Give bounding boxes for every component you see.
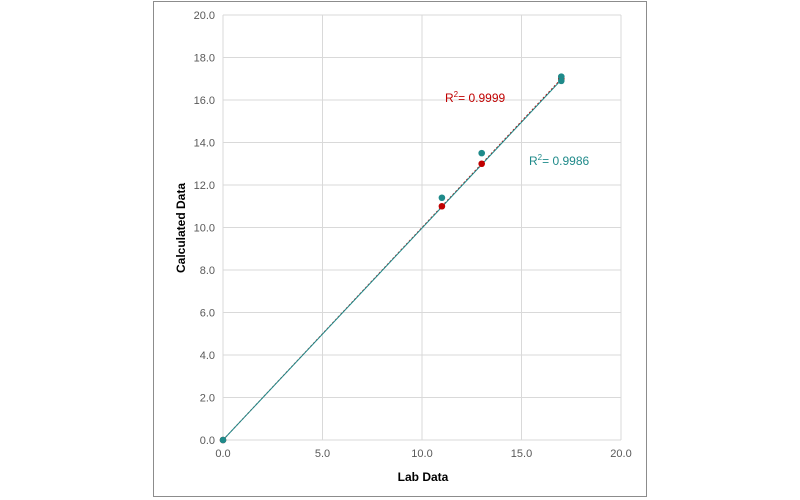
- x-tick-label: 15.0: [511, 448, 532, 460]
- x-tick-label: 0.0: [215, 448, 230, 460]
- y-tick-label: 20.0: [194, 10, 215, 22]
- x-axis-title: Lab Data: [398, 470, 449, 484]
- r2-label-red: R2= 0.9999: [445, 90, 505, 105]
- x-tick-label: 10.0: [411, 448, 432, 460]
- y-tick-label: 10.0: [194, 223, 215, 235]
- y-tick-label: 2.0: [200, 393, 215, 405]
- data-points: [219, 73, 565, 444]
- data-point-series-1: [478, 160, 486, 168]
- scatter-chart: 0.0 2.0 4.0 6.0 8.0 10.0 12.0 14.0 16.0 18.0 20.0 0…: [174, 10, 632, 484]
- data-point-series-2: [478, 149, 486, 157]
- trendline-series-2: [222, 79, 562, 441]
- y-tick-label: 12.0: [194, 180, 215, 192]
- y-tick-label: 4.0: [200, 350, 215, 362]
- x-tick-label: 5.0: [315, 448, 330, 460]
- x-tick-label: 20.0: [610, 448, 631, 460]
- trendlines: [222, 78, 562, 441]
- y-tick-label: 0.0: [200, 435, 215, 447]
- data-point-series-2: [558, 73, 565, 80]
- y-tick-label: 18.0: [194, 53, 215, 65]
- trendline-series-1: [222, 78, 562, 441]
- r2-label-teal: R2= 0.9986: [529, 153, 589, 168]
- y-axis-title: Calculated Data: [174, 183, 188, 273]
- data-point-series-2: [219, 436, 227, 444]
- y-tick-label: 6.0: [200, 308, 215, 320]
- tick-labels: 0.0 2.0 4.0 6.0 8.0 10.0 12.0 14.0 16.0 18.0 20.0 0…: [194, 10, 632, 460]
- chart-frame: 0.0 2.0 4.0 6.0 8.0 10.0 12.0 14.0 16.0 18.0 20.0 0…: [153, 1, 647, 497]
- data-point-series-1: [438, 202, 446, 210]
- y-tick-label: 14.0: [194, 138, 215, 150]
- y-tick-label: 8.0: [200, 265, 215, 277]
- y-tick-label: 16.0: [194, 95, 215, 107]
- data-point-series-2: [438, 194, 446, 202]
